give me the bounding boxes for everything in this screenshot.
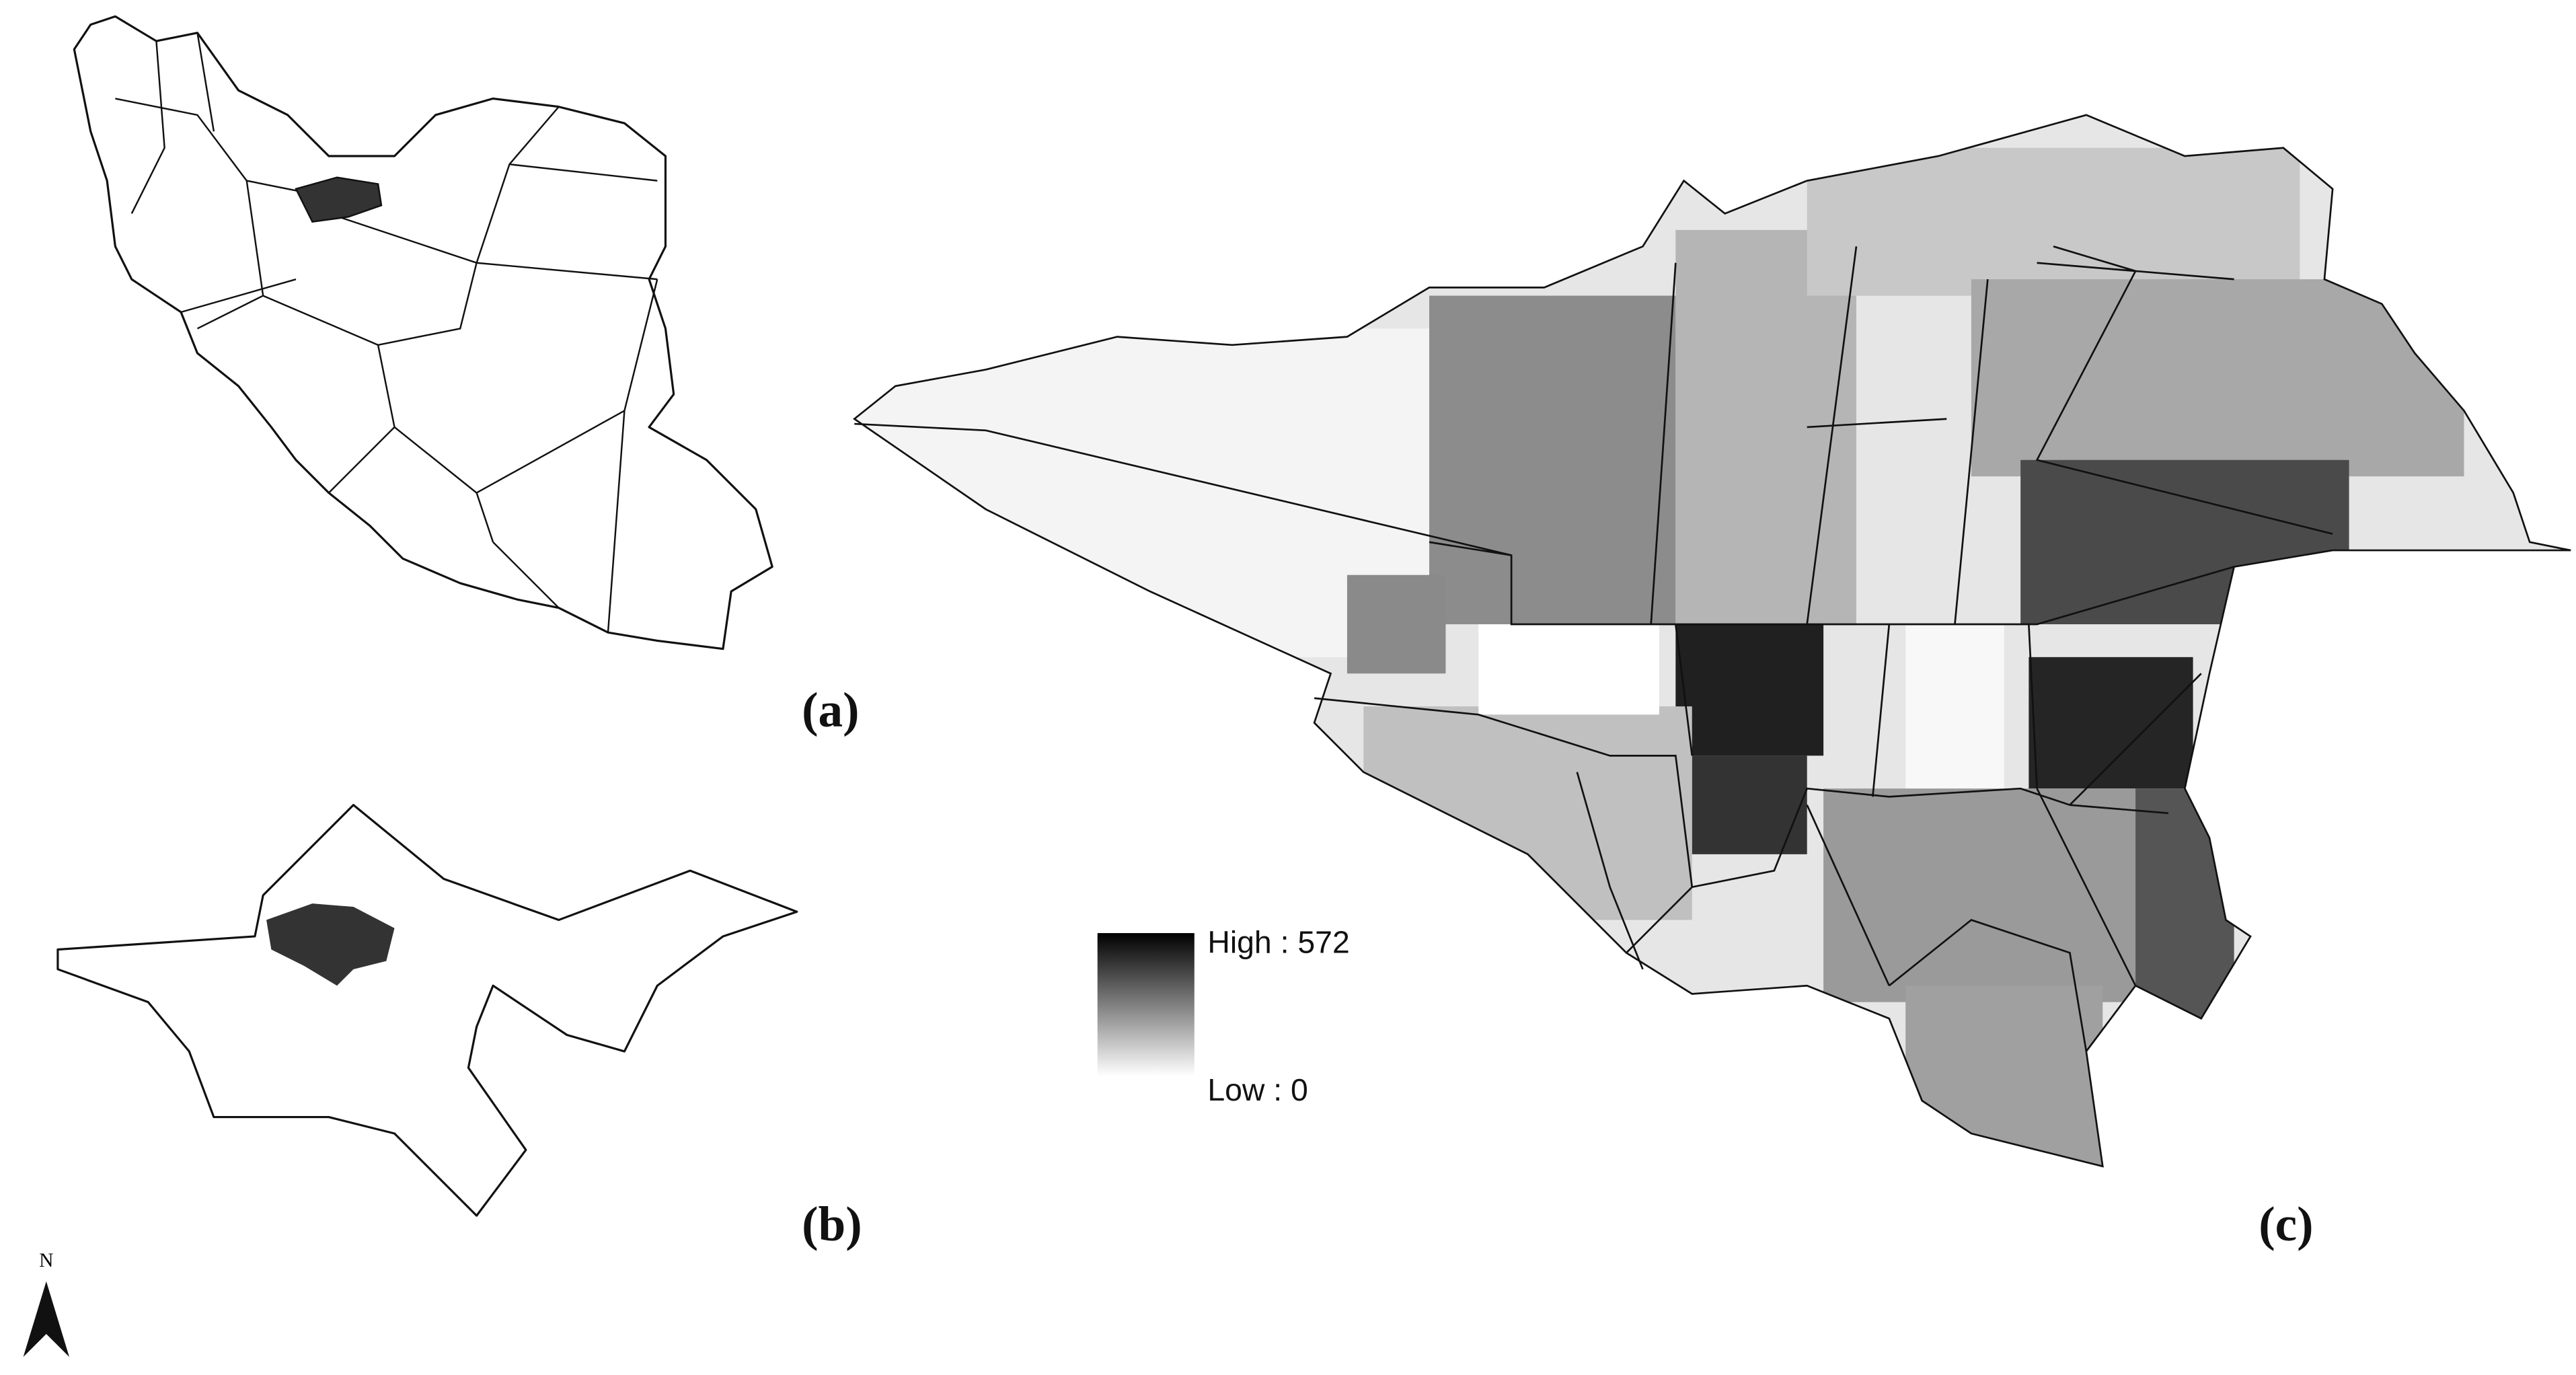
district-borders: [854, 246, 2333, 1052]
density-surface: [854, 114, 2571, 1166]
province-borders: [115, 32, 658, 633]
panel-label: (b): [802, 1197, 862, 1251]
tehran-city: [266, 903, 395, 986]
legend-high: High : 572: [1207, 924, 1349, 959]
province-map: [56, 804, 798, 1217]
legend: High : 572 Low : 0: [1097, 924, 1350, 1107]
legend-low: Low : 0: [1207, 1072, 1308, 1107]
iran-map: [73, 15, 773, 651]
city-map: [853, 114, 2571, 1168]
tehran-province: [295, 176, 383, 223]
north-label: N: [39, 1250, 53, 1271]
panel-label: (c): [2259, 1197, 2313, 1251]
legend-gradient: [1097, 933, 1195, 1076]
north-arrow: N: [23, 1250, 69, 1358]
panel-label: (a): [802, 682, 859, 737]
city-outline: [853, 114, 2571, 1168]
north-arrow-icon: [23, 1281, 69, 1358]
province-outline: [56, 804, 798, 1217]
